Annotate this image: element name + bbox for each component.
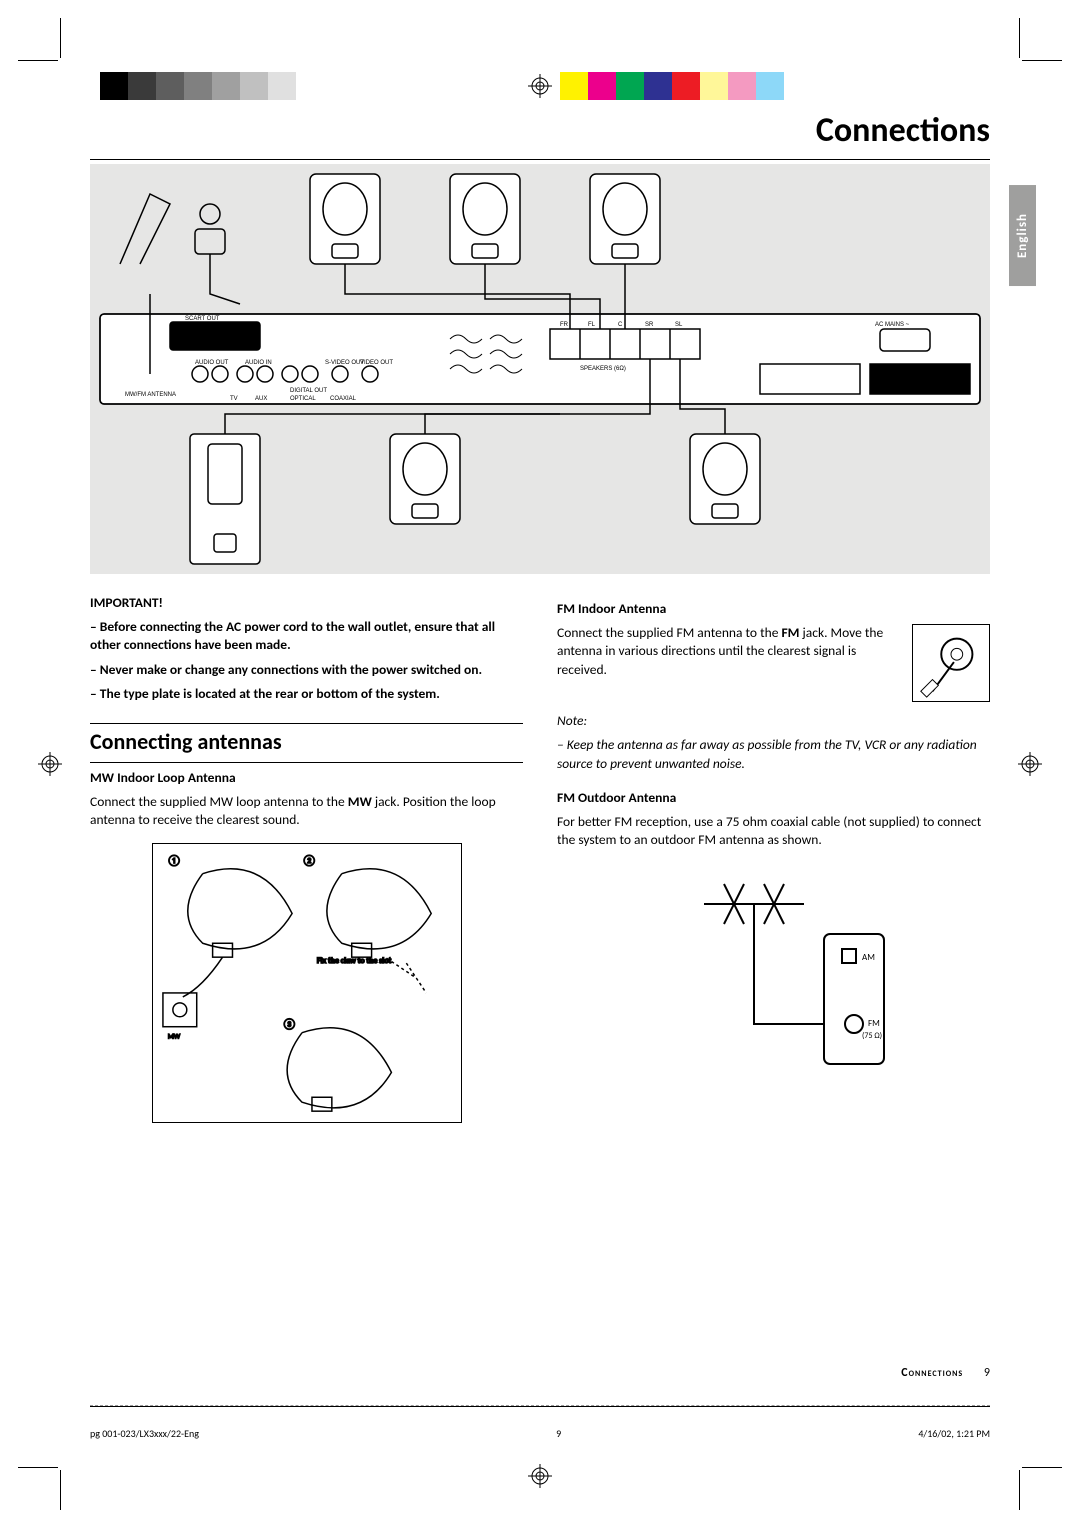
svg-text:MW: MW (167, 1032, 180, 1041)
svg-text:②: ② (302, 854, 317, 867)
svg-text:SL: SL (675, 322, 683, 328)
registration-mark-icon (528, 74, 552, 98)
svg-text:SPEAKERS (6Ω): SPEAKERS (6Ω) (580, 366, 626, 372)
mw-loop-diagram: ① ② ③ MW (90, 843, 523, 1123)
svg-text:MW/FM ANTENNA: MW/FM ANTENNA (125, 392, 176, 398)
mw-heading: MW Indoor Loop Antenna (90, 769, 523, 787)
right-column: FM Indoor Antenna Connect the supplied F… (557, 594, 990, 1123)
crop-mark (1019, 1470, 1020, 1510)
svg-text:FR: FR (560, 322, 569, 328)
svg-text:FM: FM (868, 1018, 880, 1029)
important-item: – The type plate is located at the rear … (90, 685, 523, 703)
print-mid: 9 (556, 1427, 561, 1440)
registration-mark-icon (1018, 752, 1042, 776)
fm-outdoor-heading: FM Outdoor Antenna (557, 789, 990, 807)
svg-text:OPTICAL: OPTICAL (290, 396, 316, 402)
fm-outdoor-diagram: AM FM (75 Ω) (557, 864, 990, 1084)
svg-text:AUX: AUX (255, 396, 267, 402)
svg-text:AM: AM (862, 952, 875, 963)
svg-text:SCART OUT: SCART OUT (185, 316, 220, 322)
svg-text:AC MAINS ~: AC MAINS ~ (875, 322, 910, 328)
crop-mark (1019, 18, 1020, 58)
crop-mark (60, 1470, 61, 1510)
page-title: Connections (90, 110, 990, 151)
mw-body: Connect the supplied MW loop antenna to … (90, 793, 523, 829)
important-heading: IMPORTANT! (90, 594, 523, 612)
page-content: Connections English (90, 110, 990, 1440)
important-item: – Never make or change any connections w… (90, 661, 523, 679)
language-tab: English (1009, 185, 1036, 286)
svg-text:③: ③ (282, 1018, 297, 1031)
footer-section: Connections 9 (901, 1366, 990, 1380)
section-heading: Connecting antennas (90, 723, 523, 763)
fm-note: – Keep the antenna as far away as possib… (557, 736, 990, 772)
title-rule (90, 159, 990, 160)
crop-mark (18, 1467, 58, 1468)
svg-text:Fix the claw to the slot: Fix the claw to the slot (316, 957, 391, 967)
print-date: 4/16/02, 1:21 PM (918, 1427, 990, 1440)
color-bar-grayscale (100, 72, 324, 100)
svg-text:VIDEO OUT: VIDEO OUT (360, 360, 393, 366)
footer-page-number: 9 (984, 1366, 990, 1380)
svg-text:TV: TV (230, 396, 238, 402)
svg-text:COAXIAL: COAXIAL (330, 396, 357, 402)
svg-text:AUDIO OUT: AUDIO OUT (195, 360, 229, 366)
print-file: pg 001-023/LX3xxx/22-Eng (90, 1427, 199, 1440)
registration-mark-icon (528, 1464, 552, 1488)
svg-text:AUDIO IN: AUDIO IN (245, 360, 272, 366)
left-column: IMPORTANT! – Before connecting the AC po… (90, 594, 523, 1123)
fm-note-label: Note: (557, 712, 990, 730)
rear-panel-diagram: SCART OUT AUDIO OUT AUDIO IN S-VIDEO OUT… (90, 164, 990, 574)
color-bar-color (560, 72, 812, 100)
crop-mark (1022, 1467, 1062, 1468)
svg-text:DIGITAL OUT: DIGITAL OUT (290, 388, 327, 394)
svg-text:(75 Ω): (75 Ω) (862, 1031, 882, 1041)
registration-mark-icon (38, 752, 62, 776)
important-item: – Before connecting the AC power cord to… (90, 618, 523, 654)
crop-mark (60, 18, 61, 58)
crop-mark (18, 60, 58, 61)
svg-text:①: ① (166, 854, 180, 867)
svg-text:SR: SR (645, 322, 654, 328)
footer-section-name: Connections (901, 1366, 963, 1380)
fm-jack-icon (912, 624, 990, 702)
svg-text:C: C (618, 322, 623, 328)
print-info-line: pg 001-023/LX3xxx/22-Eng 9 4/16/02, 1:21… (90, 1406, 990, 1440)
crop-mark (1022, 60, 1062, 61)
svg-text:S-VIDEO OUT: S-VIDEO OUT (325, 360, 364, 366)
fm-outdoor-body: For better FM reception, use a 75 ohm co… (557, 813, 990, 849)
svg-text:FL: FL (588, 322, 596, 328)
fm-indoor-heading: FM Indoor Antenna (557, 600, 990, 618)
